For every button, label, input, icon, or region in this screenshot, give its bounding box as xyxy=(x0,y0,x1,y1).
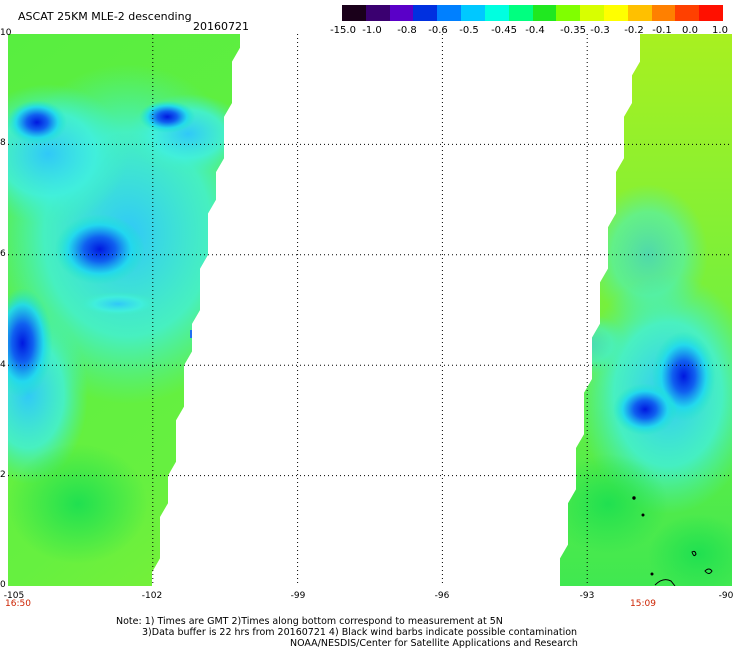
colorbar-segment xyxy=(389,5,414,21)
colorbar-label: 1.0 xyxy=(712,25,728,36)
colorbar-segment xyxy=(603,5,628,21)
low-value-region xyxy=(8,288,53,399)
colorbar-segment xyxy=(651,5,676,21)
map-area xyxy=(8,34,732,586)
time-label: 15:09 xyxy=(630,599,656,609)
colorbar-segment xyxy=(461,5,485,21)
x-axis-label: -93 xyxy=(579,591,595,601)
y-axis-label: 8 xyxy=(0,138,6,148)
chart-title: ASCAT 25KM MLE-2 descending xyxy=(18,10,192,23)
time-label: 16:50 xyxy=(5,599,31,609)
colorbar-label: -0.8 xyxy=(397,25,417,36)
colorbar-label: -0.3 xyxy=(590,25,610,36)
colorbar-segment xyxy=(675,5,700,21)
colorbar-label: -0.2 xyxy=(624,25,644,36)
colorbar-segment xyxy=(699,5,723,21)
x-axis-label: -102 xyxy=(141,591,163,601)
colorbar-strip xyxy=(342,5,723,21)
low-value-region xyxy=(8,100,67,145)
note-line: 3)Data buffer is 22 hrs from 20160721 4)… xyxy=(142,627,578,638)
colorbar-label: -15.0 xyxy=(330,25,356,36)
colorbar-segment xyxy=(484,5,509,21)
colorbar-label: -0.6 xyxy=(428,25,448,36)
chart-date: 20160721 xyxy=(193,20,249,33)
colorbar-segment xyxy=(365,5,390,21)
map-svg xyxy=(8,34,732,586)
y-axis-label: 6 xyxy=(0,249,6,259)
colorbar-segment xyxy=(437,5,462,21)
colorbar-segment xyxy=(342,5,366,21)
colorbar-label: -0.1 xyxy=(652,25,672,36)
colorbar-label: -0.45 xyxy=(491,25,517,36)
x-axis-label: -105 xyxy=(3,591,25,601)
graticule xyxy=(8,34,732,586)
note-line: NOAA/NESDIS/Center for Satellite Applica… xyxy=(290,638,578,649)
y-axis-label: 0 xyxy=(0,580,6,590)
colorbar-segment xyxy=(627,5,652,21)
y-axis-label: 2 xyxy=(0,470,6,480)
colorbar-segment xyxy=(508,5,533,21)
colorbar-label: -0.4 xyxy=(525,25,545,36)
colorbar-label: -1.0 xyxy=(362,25,382,36)
low-value-region xyxy=(54,214,145,285)
x-axis-label: -99 xyxy=(290,591,306,601)
y-axis-label: 10 xyxy=(0,28,12,38)
coastline-marks xyxy=(632,496,713,586)
colorbar-label: 0.0 xyxy=(682,25,698,36)
low-value-region xyxy=(613,383,678,436)
colorbar-segment xyxy=(556,5,581,21)
y-axis-label: 4 xyxy=(0,360,6,370)
colorbar-segment xyxy=(580,5,604,21)
note-line: Note: 1) Times are GMT 2)Times along bot… xyxy=(116,616,503,627)
x-axis-label: -90 xyxy=(718,591,734,601)
colorbar-segment xyxy=(413,5,438,21)
low-value-region xyxy=(139,100,196,133)
colorbar-segment xyxy=(532,5,557,21)
x-axis-label: -96 xyxy=(434,591,450,601)
colorbar-label: -0.35 xyxy=(560,25,586,36)
colorbar-label: -0.5 xyxy=(459,25,479,36)
